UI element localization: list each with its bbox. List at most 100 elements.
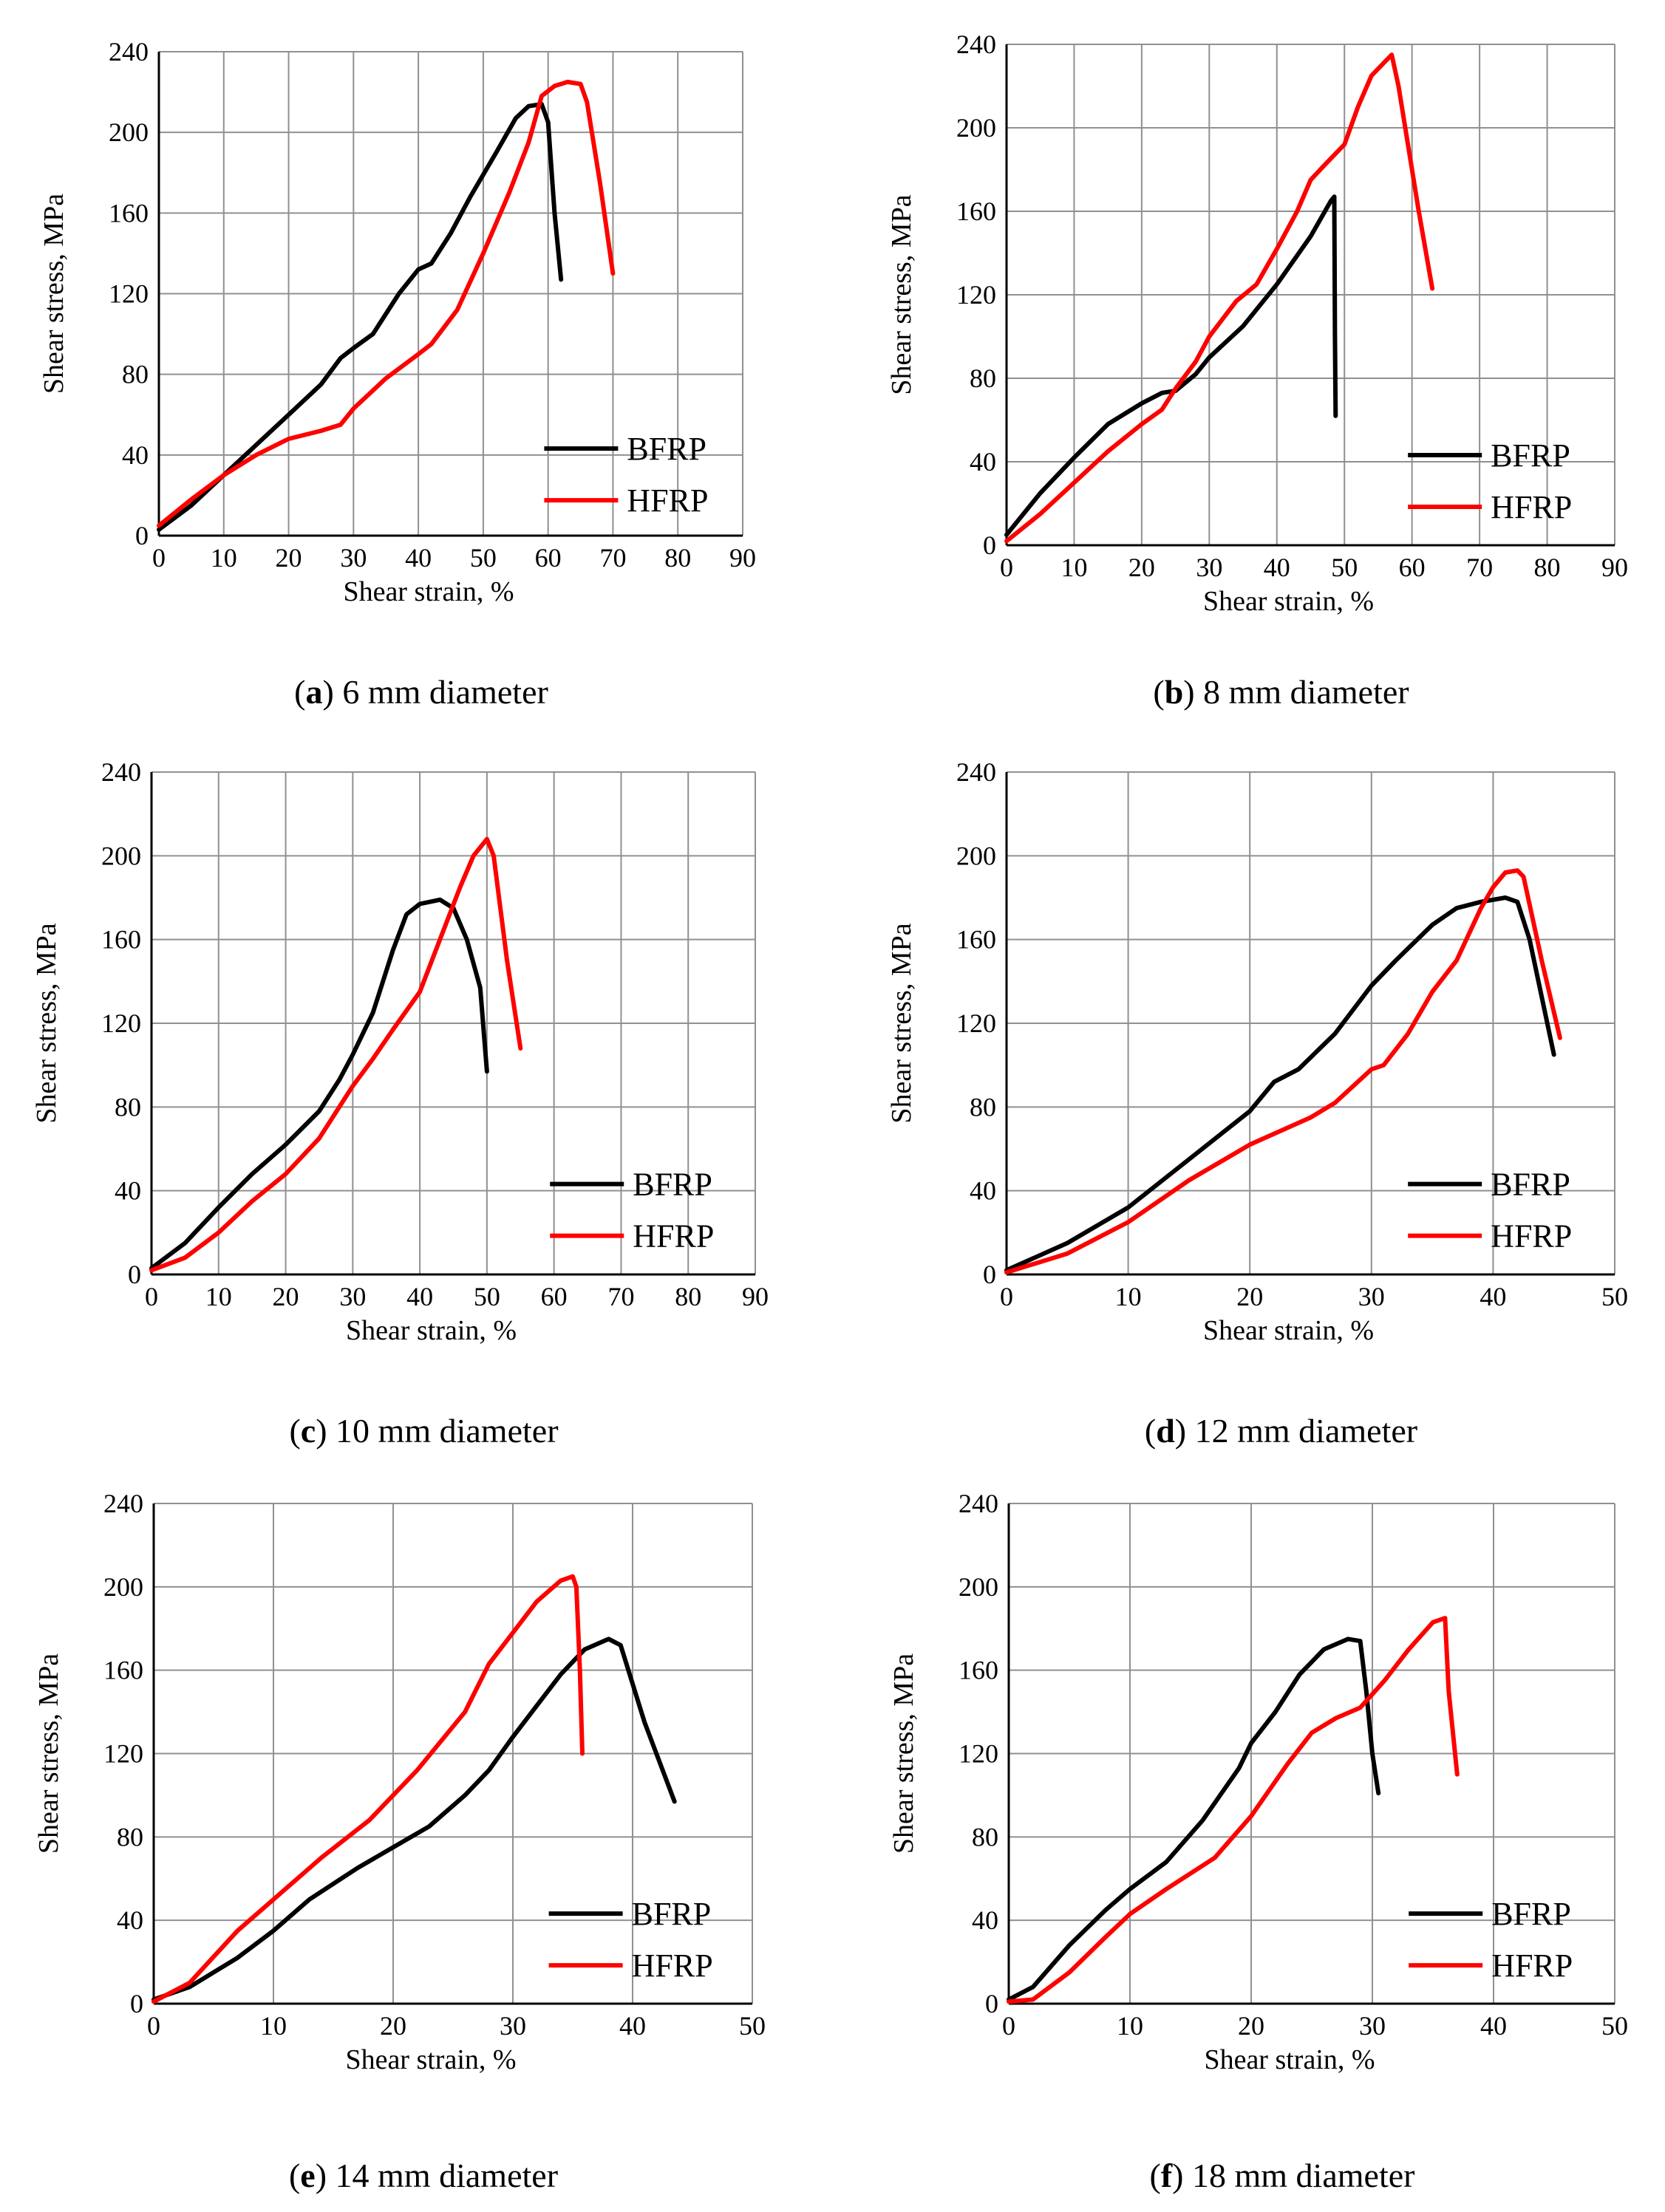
y-tick-label: 160 xyxy=(103,1656,143,1685)
series-line-hfrp xyxy=(149,836,523,1273)
y-tick-label: 240 xyxy=(103,1489,143,1518)
x-tick-label: 60 xyxy=(535,543,562,573)
x-tick-label: 0 xyxy=(145,1282,158,1311)
series-line-bfrp xyxy=(1004,194,1338,537)
caption-text: 6 mm diameter xyxy=(342,673,548,711)
series-line-bfrp xyxy=(1007,1636,1381,2002)
series-line-bfrp xyxy=(157,102,564,532)
caption-paren-open: ( xyxy=(294,673,305,711)
caption-text: 8 mm diameter xyxy=(1203,673,1409,711)
y-tick-label: 200 xyxy=(109,117,149,147)
x-tick-label: 20 xyxy=(276,543,302,573)
x-tick-label: 30 xyxy=(1358,1282,1385,1311)
y-tick-label: 120 xyxy=(109,279,149,309)
y-tick-label: 0 xyxy=(130,1989,143,2018)
x-tick-label: 50 xyxy=(474,1282,500,1311)
chart-panel-c: 0 10 20 30 40 50 60 70 80 90 0 40 80 120 160 200 240 Shea… xyxy=(31,757,769,1450)
x-tick-label: 40 xyxy=(619,2011,646,2041)
panel-caption: (f) 18 mm diameter xyxy=(1150,2157,1415,2194)
caption-paren-close: ) xyxy=(323,673,343,711)
caption-text: 18 mm diameter xyxy=(1192,2157,1414,2194)
y-axis-title: Shear stress, MPa xyxy=(31,923,62,1123)
x-tick-label: 80 xyxy=(1534,553,1561,582)
legend-label-bfrp: BFRP xyxy=(633,1167,712,1203)
y-tick-label: 200 xyxy=(959,1572,998,1602)
legend-label-bfrp: BFRP xyxy=(632,1896,712,1932)
y-tick-label: 200 xyxy=(956,113,996,143)
caption-paren-close: ) xyxy=(316,1412,336,1450)
y-tick-label: 240 xyxy=(109,37,149,66)
chart-panel-f: 0 10 20 30 40 50 0 40 80 120 160 200 240 Shear strain… xyxy=(888,1489,1628,2194)
y-tick-label: 0 xyxy=(983,530,996,560)
y-tick-label: 160 xyxy=(959,1656,998,1685)
x-axis-title: Shear strain, % xyxy=(345,2044,516,2075)
y-axis-title: Shear stress, MPa xyxy=(38,194,69,394)
legend-label-hfrp: HFRP xyxy=(633,1218,714,1255)
series-line-bfrp xyxy=(149,897,489,1271)
x-tick-label: 50 xyxy=(470,543,497,573)
x-tick-label: 30 xyxy=(340,543,367,573)
y-tick-label: 0 xyxy=(983,1260,996,1289)
y-axis-title: Shear stress, MPa xyxy=(886,923,917,1123)
x-tick-label: 70 xyxy=(1466,553,1493,582)
series-line-bfrp xyxy=(1004,895,1556,1273)
chart-panel-d: 0 10 20 30 40 50 0 40 80 120 160 200 240 Shear strain… xyxy=(886,757,1628,1450)
y-tick-label: 0 xyxy=(128,1260,141,1289)
caption-text: 12 mm diameter xyxy=(1195,1412,1417,1450)
y-tick-label: 120 xyxy=(101,1008,141,1038)
x-tick-label: 20 xyxy=(273,1282,299,1311)
y-tick-label: 40 xyxy=(972,1905,998,1935)
legend-label-hfrp: HFRP xyxy=(1491,489,1572,525)
x-tick-label: 0 xyxy=(147,2011,160,2041)
caption-paren-close: ) xyxy=(1172,2157,1192,2194)
legend-label-hfrp: HFRP xyxy=(627,482,708,519)
y-tick-label: 80 xyxy=(115,1092,141,1122)
series-line-hfrp xyxy=(1004,868,1562,1275)
x-tick-label: 70 xyxy=(599,543,626,573)
x-tick-label: 50 xyxy=(1601,2011,1628,2041)
x-tick-label: 0 xyxy=(1000,1282,1013,1311)
y-tick-label: 200 xyxy=(103,1572,143,1602)
panel-caption: (a) 6 mm diameter xyxy=(294,673,548,711)
x-tick-label: 30 xyxy=(1196,553,1222,582)
series-line-bfrp xyxy=(151,1636,677,2002)
series-line-hfrp xyxy=(151,1574,585,2004)
panel-caption: (d) 12 mm diameter xyxy=(1145,1412,1417,1450)
x-tick-label: 20 xyxy=(1236,1282,1263,1311)
caption-paren-open: ( xyxy=(289,2157,300,2194)
x-tick-label: 0 xyxy=(1000,553,1013,582)
y-axis-title: Shear stress, MPa xyxy=(33,1653,64,1854)
x-tick-label: 40 xyxy=(1264,553,1290,582)
panel-caption: (c) 10 mm diameter xyxy=(289,1412,558,1450)
y-tick-label: 40 xyxy=(115,1176,141,1206)
y-tick-label: 80 xyxy=(117,1822,143,1851)
chart-panel-b: 0 10 20 30 40 50 60 70 80 90 0 40 80 120 160 200 240 Shea… xyxy=(886,30,1628,711)
y-axis-title: Shear stress, MPa xyxy=(888,1653,919,1854)
y-tick-label: 120 xyxy=(959,1739,998,1769)
y-tick-label: 160 xyxy=(109,198,149,228)
x-tick-label: 40 xyxy=(406,1282,433,1311)
y-tick-label: 80 xyxy=(970,363,996,393)
x-tick-label: 20 xyxy=(1128,553,1155,582)
x-tick-label: 10 xyxy=(1117,2011,1143,2041)
y-tick-label: 0 xyxy=(985,1989,998,2018)
x-tick-label: 40 xyxy=(1480,2011,1507,2041)
y-tick-label: 160 xyxy=(101,925,141,955)
caption-paren-open: ( xyxy=(1150,2157,1161,2194)
x-tick-label: 30 xyxy=(1359,2011,1386,2041)
x-tick-label: 10 xyxy=(1115,1282,1142,1311)
series-line-hfrp xyxy=(1004,52,1435,544)
y-tick-label: 80 xyxy=(122,360,149,389)
y-tick-label: 200 xyxy=(101,841,141,870)
y-tick-label: 40 xyxy=(122,440,149,470)
caption-letter: a xyxy=(306,673,323,711)
x-tick-label: 50 xyxy=(1601,1282,1628,1311)
legend-label-hfrp: HFRP xyxy=(1491,1948,1573,1984)
chart-panel-a: 0 10 20 30 40 50 60 70 80 90 0 40 80 120 160 200 240 Shea… xyxy=(38,37,756,711)
y-tick-label: 120 xyxy=(956,280,996,310)
y-tick-label: 80 xyxy=(970,1092,996,1122)
caption-text: 10 mm diameter xyxy=(336,1412,558,1450)
y-tick-label: 40 xyxy=(970,1176,996,1206)
legend-label-bfrp: BFRP xyxy=(1491,1167,1570,1203)
